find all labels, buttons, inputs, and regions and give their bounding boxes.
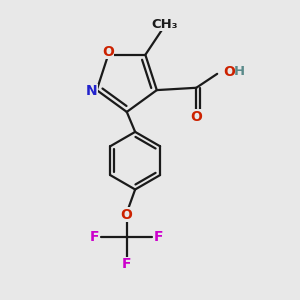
- Text: F: F: [90, 230, 100, 244]
- Text: F: F: [122, 257, 131, 271]
- Text: N: N: [85, 85, 97, 98]
- Text: O: O: [102, 44, 114, 58]
- Text: CH₃: CH₃: [151, 18, 178, 31]
- Text: F: F: [154, 230, 164, 244]
- Text: O: O: [120, 208, 132, 222]
- Text: O: O: [190, 110, 202, 124]
- Text: O: O: [224, 64, 236, 79]
- Text: H: H: [234, 65, 245, 78]
